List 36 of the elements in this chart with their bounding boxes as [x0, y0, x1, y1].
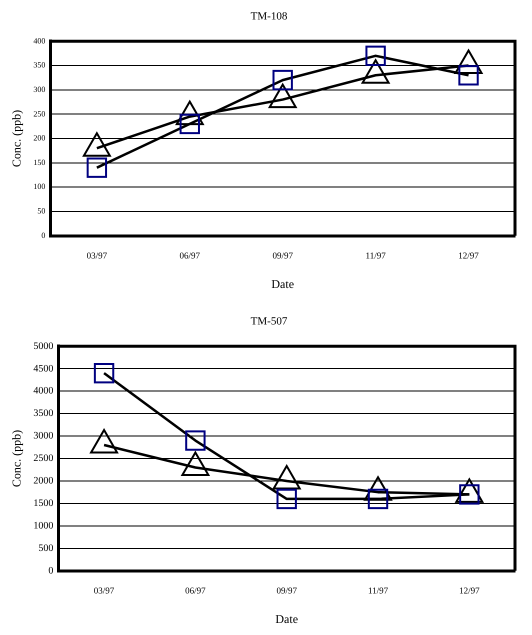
x-axis-title: Date — [271, 276, 294, 291]
y-tick-label: 150 — [33, 158, 46, 167]
y-axis-title: Conc. (ppb) — [9, 430, 24, 488]
x-axis-title: Date — [275, 612, 298, 626]
x-tick-label: 11/97 — [368, 586, 389, 596]
y-tick-label: 5000 — [33, 340, 54, 352]
y-axis-title: Conc. (ppb) — [9, 110, 24, 168]
y-tick-label: 400 — [33, 36, 46, 46]
x-tick-label: 12/97 — [458, 250, 480, 261]
y-tick-label: 2500 — [33, 453, 54, 464]
x-tick-label: 03/97 — [94, 586, 115, 596]
y-tick-label: 2000 — [33, 476, 54, 487]
x-tick-label: 09/97 — [272, 250, 294, 261]
x-tick-label: 11/97 — [366, 250, 386, 261]
y-tick-label: 300 — [33, 84, 46, 94]
y-tick-label: 500 — [38, 542, 54, 554]
y-tick-label: 250 — [33, 109, 46, 118]
x-tick-label: 12/97 — [459, 586, 480, 596]
chart-title: TM-108 — [250, 10, 288, 22]
y-tick-label: 3000 — [33, 430, 54, 442]
y-tick-label: 0 — [48, 565, 54, 576]
x-tick-label: 09/97 — [276, 586, 298, 596]
y-tick-label: 350 — [33, 60, 46, 70]
y-tick-label: 4000 — [33, 386, 54, 397]
chart-title: TM-507 — [250, 315, 288, 328]
y-tick-label: 100 — [33, 182, 46, 192]
y-tick-label: 3500 — [33, 408, 54, 420]
y-tick-label: 200 — [33, 134, 46, 143]
x-tick-label: 03/97 — [86, 250, 108, 261]
x-tick-label: 06/97 — [185, 586, 206, 596]
y-tick-label: 50 — [37, 206, 46, 216]
y-tick-label: 4500 — [33, 363, 54, 374]
y-tick-label: 1000 — [33, 520, 54, 532]
y-tick-label: 0 — [41, 230, 46, 240]
x-tick-label: 06/97 — [180, 250, 201, 261]
y-tick-label: 1500 — [33, 498, 54, 510]
